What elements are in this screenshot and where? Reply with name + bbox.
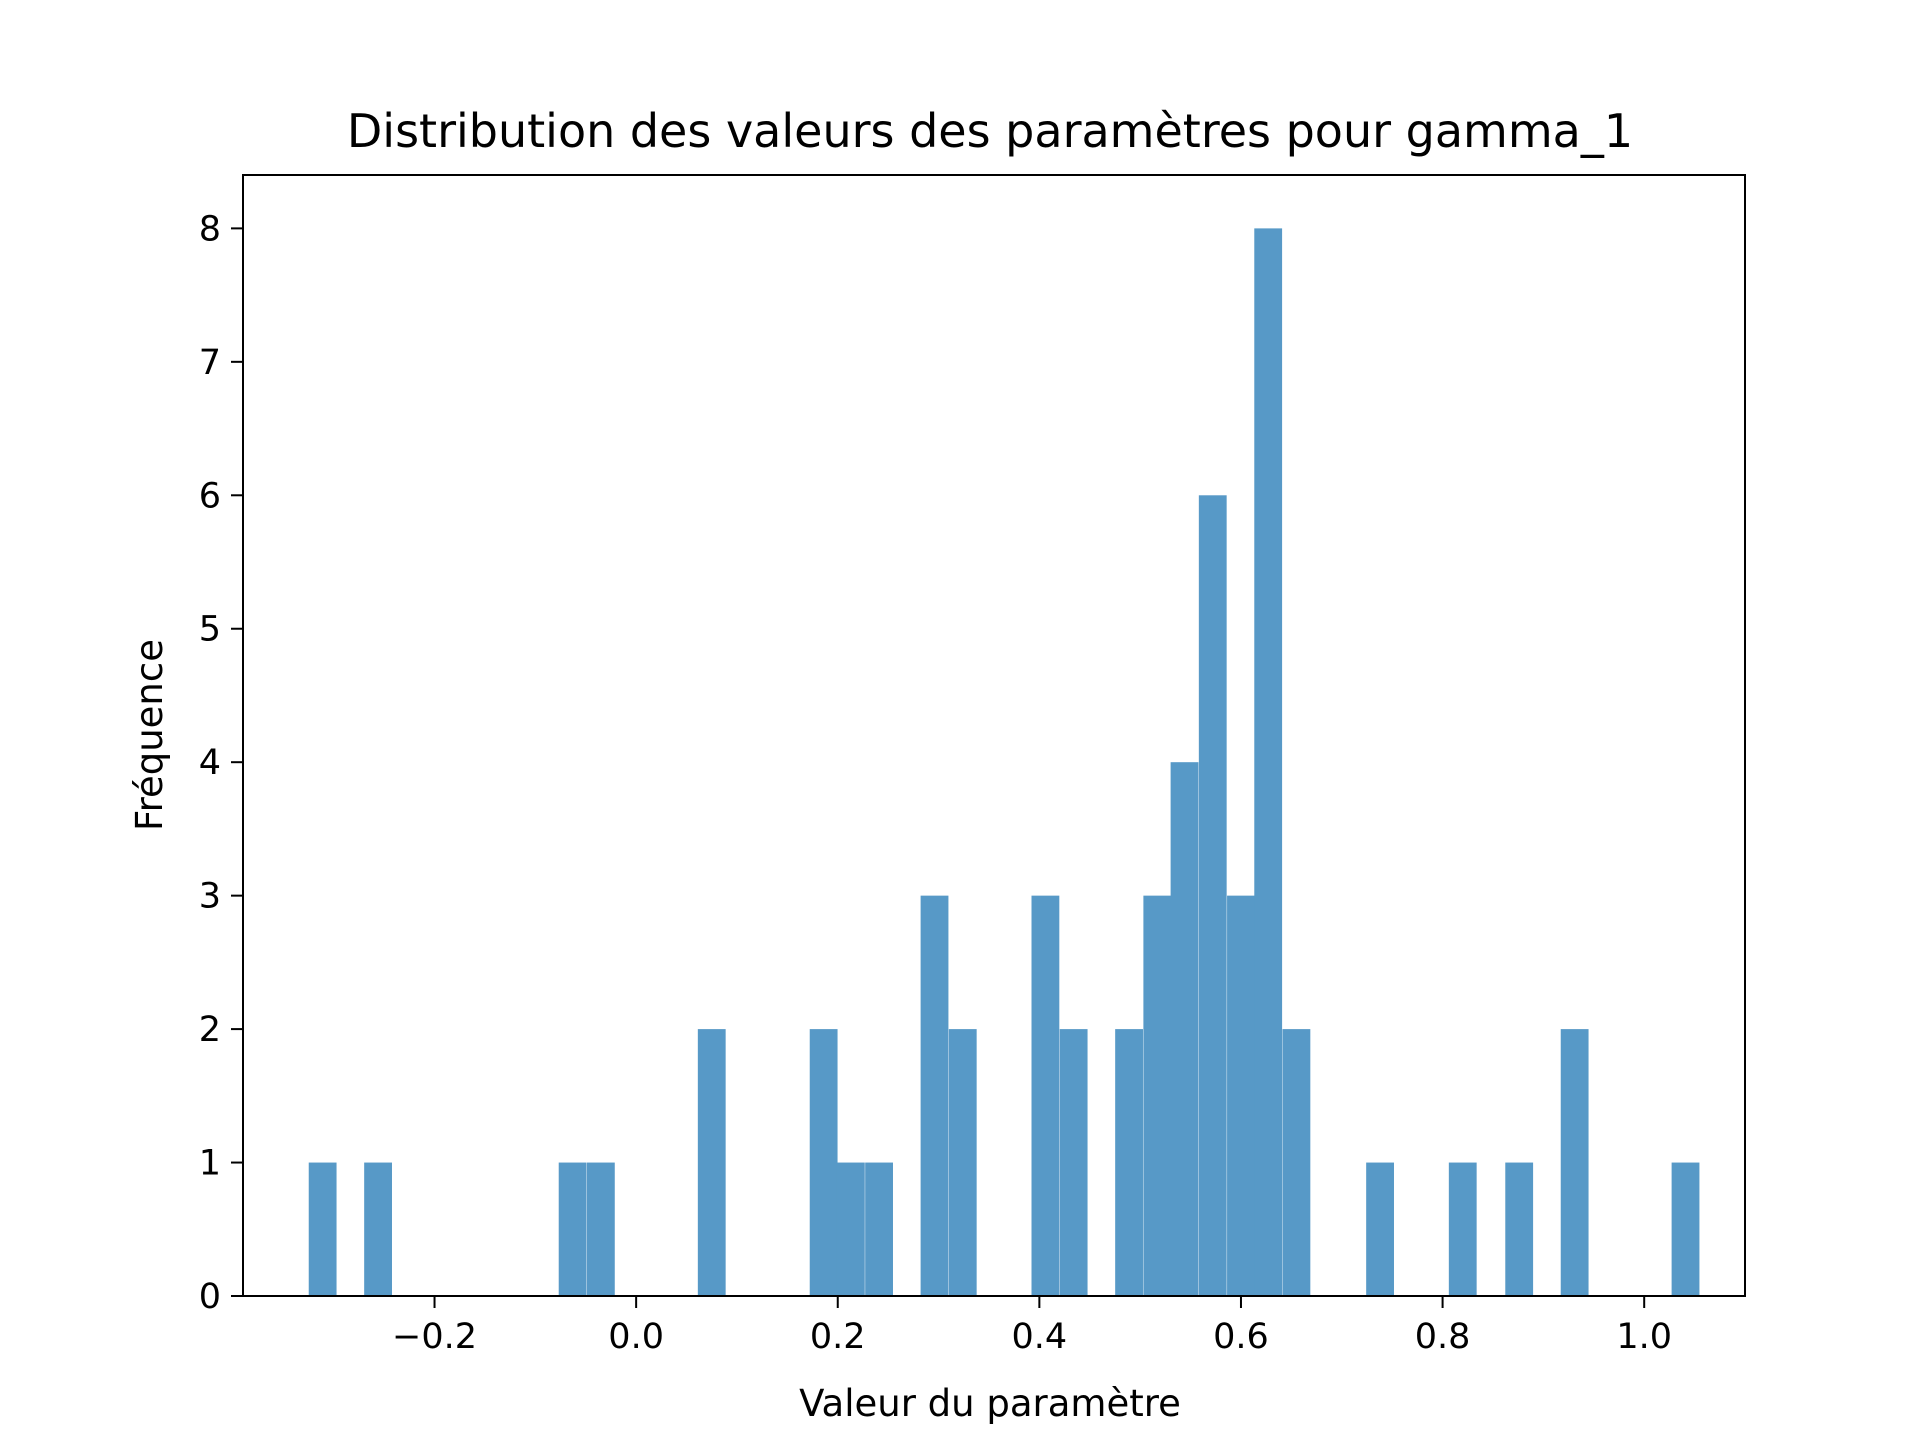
x-axis-label: Valeur du paramètre — [799, 1382, 1181, 1425]
plot-frame — [242, 174, 1746, 1297]
histogram-bar — [920, 895, 949, 1296]
histogram-bar — [586, 1162, 615, 1296]
y-axis-ticks: 0 1 2 3 4 5 6 7 8 — [199, 209, 243, 1317]
x-axis-ticks: −0.2 0.0 0.2 0.4 0.6 0.8 1.0 — [392, 1296, 1672, 1357]
histogram-bar — [1366, 1162, 1394, 1296]
x-tick-label: −0.2 — [392, 1317, 477, 1357]
histogram-bar — [836, 1162, 865, 1296]
y-tick-label: 3 — [199, 877, 221, 917]
histogram-bar — [1198, 495, 1227, 1296]
histogram-bar — [1560, 1029, 1589, 1296]
histogram-bar — [1448, 1162, 1477, 1296]
histogram-bar — [809, 1029, 838, 1296]
histogram-bar — [558, 1162, 587, 1296]
histogram-bar — [1282, 1029, 1311, 1296]
histogram-bar — [865, 1162, 893, 1296]
x-tick-label: 0.2 — [810, 1317, 866, 1357]
y-axis-label: Fréquence — [128, 639, 171, 831]
histogram-bar — [1170, 762, 1199, 1296]
histogram-bar — [1115, 1029, 1143, 1296]
histogram-bar — [697, 1029, 726, 1296]
chart-title: Distribution des valeurs des paramètres … — [347, 104, 1633, 158]
histogram-bar — [1254, 228, 1283, 1296]
histogram-bar — [308, 1162, 337, 1296]
x-tick-label: 0.6 — [1213, 1317, 1269, 1357]
x-tick-label: 0.8 — [1415, 1317, 1471, 1357]
histogram-bar — [1031, 895, 1060, 1296]
histogram-bars — [308, 228, 1700, 1296]
histogram-bar — [1505, 1162, 1534, 1296]
x-tick-label: 0.4 — [1012, 1317, 1068, 1357]
histogram-bar — [948, 1029, 977, 1296]
x-tick-label: 0.0 — [608, 1317, 664, 1357]
y-tick-label: 8 — [199, 209, 221, 249]
y-tick-label: 7 — [199, 343, 221, 383]
histogram-bar — [1059, 1029, 1088, 1296]
y-tick-label: 0 — [199, 1277, 221, 1317]
histogram-bar — [1143, 895, 1172, 1296]
y-tick-label: 2 — [199, 1010, 221, 1050]
y-tick-label: 5 — [199, 610, 221, 650]
histogram-bar — [1227, 895, 1255, 1296]
x-tick-label: 1.0 — [1616, 1317, 1672, 1357]
y-tick-label: 4 — [199, 743, 221, 783]
histogram-bar — [364, 1162, 392, 1296]
y-tick-label: 1 — [199, 1144, 221, 1184]
y-tick-label: 6 — [199, 476, 221, 516]
histogram-bar — [1671, 1162, 1700, 1296]
